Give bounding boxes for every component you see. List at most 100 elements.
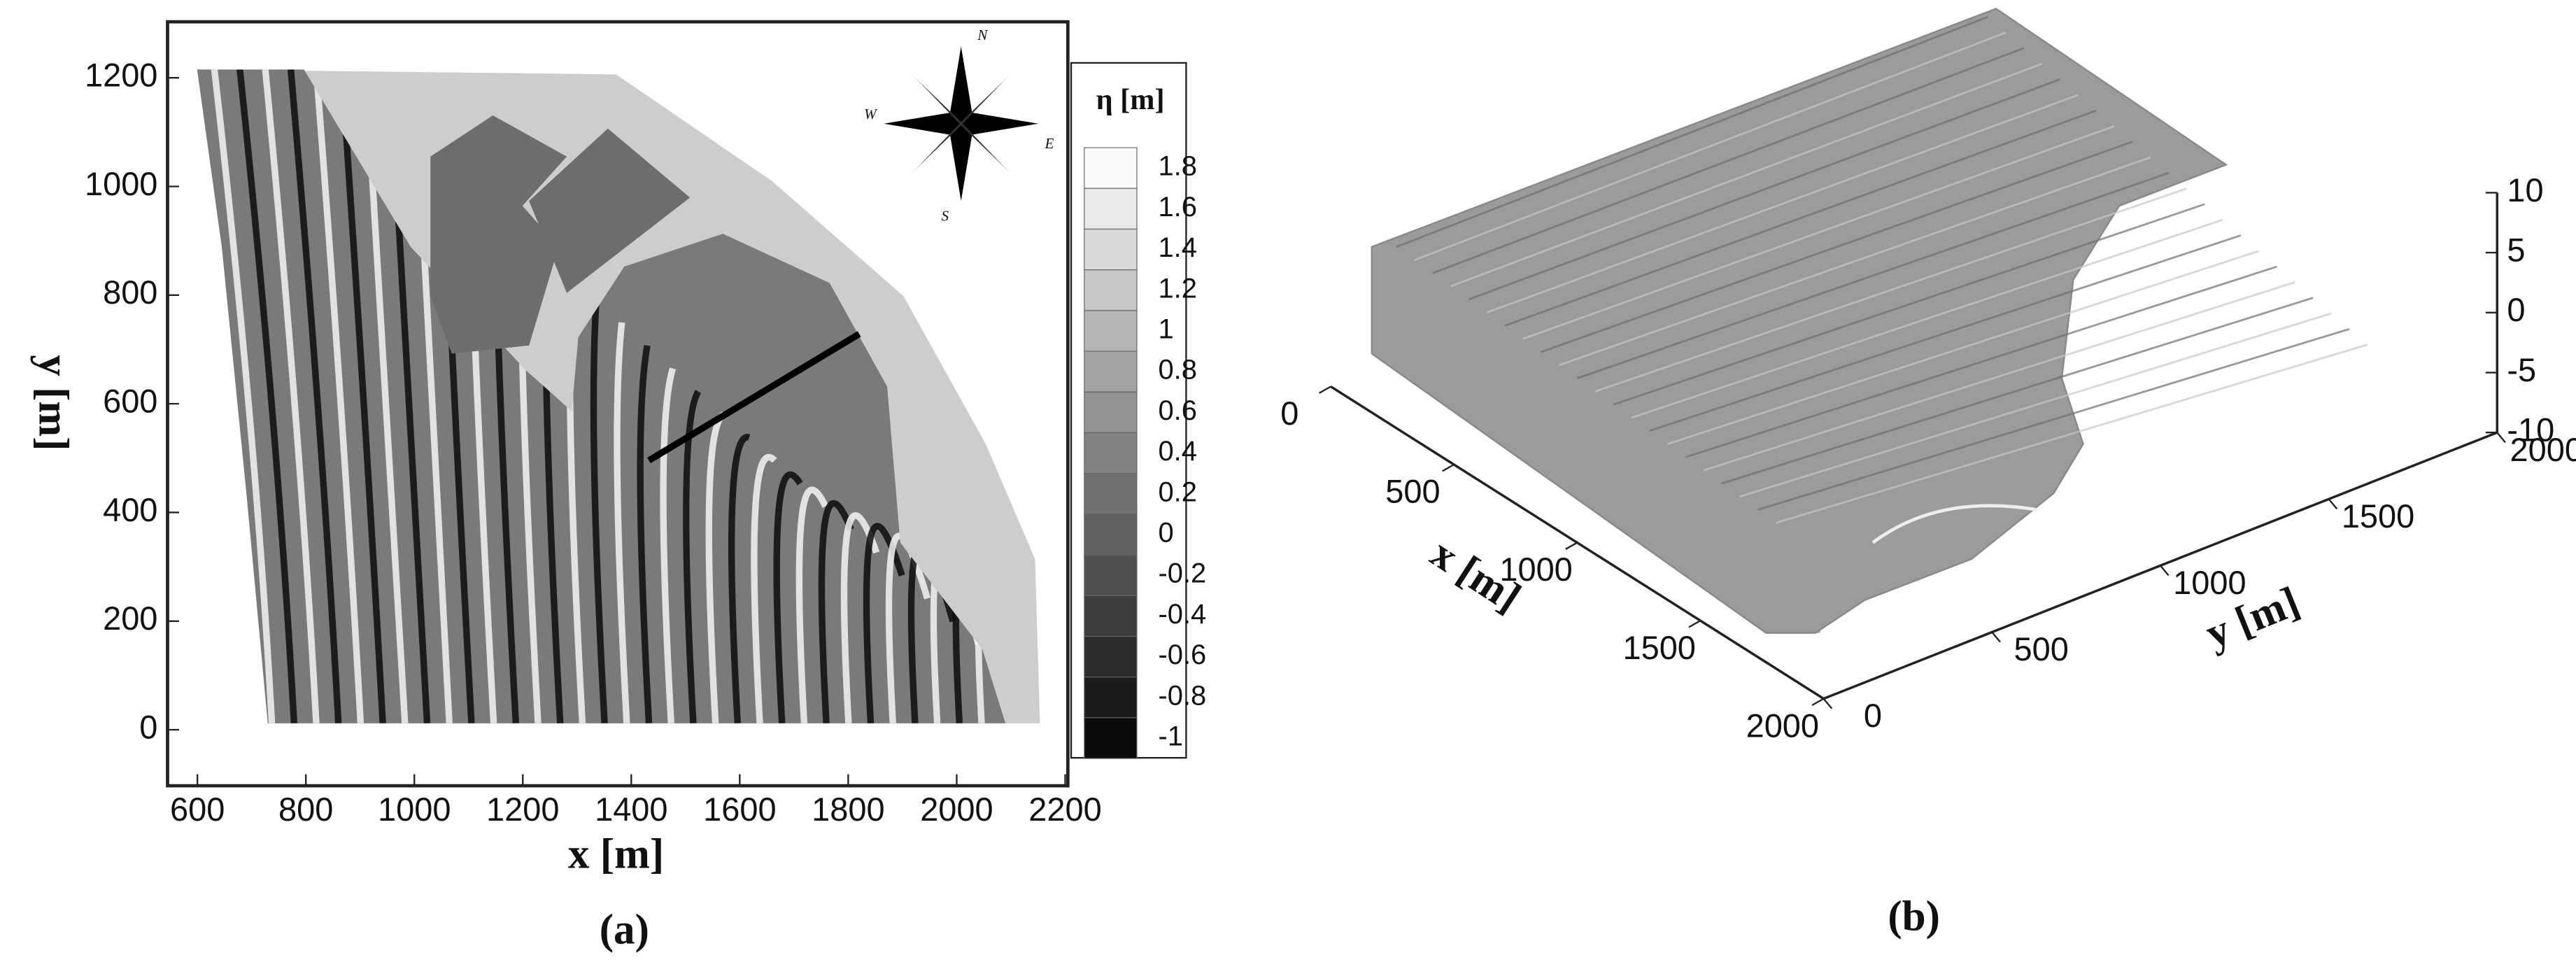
surface-ridge [1450, 62, 2043, 288]
surface-ridge [1739, 312, 2332, 498]
wave-stripe [313, 69, 365, 723]
colorbar-tick-label: -0.8 [1158, 680, 1206, 711]
colorbar-tick-label: 1.4 [1158, 232, 1196, 263]
colorbar-title: η [m] [1096, 83, 1165, 116]
surface-ridge [1757, 327, 2350, 511]
wave-stripe [683, 390, 702, 723]
wave-stripe [236, 69, 298, 723]
y-tick-label: 1500 [2342, 497, 2414, 535]
wave-stripe [637, 344, 653, 723]
x-tick-label: 1500 [1622, 629, 1695, 666]
surface-ridge [1468, 78, 2061, 301]
colorbar-band [1084, 635, 1138, 678]
colorbar-tick-label: -0.6 [1158, 639, 1206, 670]
surface-ridge [1432, 47, 2025, 274]
colorbar-band [1084, 310, 1138, 352]
y-tick-label: 200 [103, 600, 157, 637]
y-tick-label: 500 [2014, 630, 2068, 667]
colorbar-tick-label: 0.8 [1158, 355, 1196, 385]
surface-ridge [1522, 125, 2115, 340]
wave-stripe [262, 69, 320, 723]
x-tick-label: 1000 [378, 791, 451, 828]
x-tick-label: 1600 [703, 791, 776, 828]
y-tick-label: 2000 [2510, 431, 2576, 468]
colorbar-band [1084, 473, 1138, 515]
x-tick [1565, 542, 1578, 550]
y-tick-label: 800 [103, 274, 157, 311]
x-tick-label: 2000 [1746, 707, 1819, 744]
wave-stripe [660, 367, 677, 723]
y-tick [2159, 565, 2170, 577]
compass [884, 46, 1039, 201]
wave-stripe [211, 69, 276, 723]
y-tick [2328, 498, 2338, 510]
surface-ridge [1576, 171, 2170, 380]
wave-stripe [795, 486, 829, 723]
z-tick-label: 0 [2507, 291, 2525, 328]
colorbar-tick-label: 0.2 [1158, 476, 1196, 507]
x-tick-label: 800 [278, 791, 333, 828]
surface-texture [1396, 15, 2368, 544]
structure [430, 115, 567, 354]
x-axis-label: x [m] [568, 830, 664, 877]
surface-ridge [1396, 15, 1988, 248]
compass-label: S [942, 207, 949, 224]
x-tick-label: 1000 [1499, 551, 1572, 588]
colorbar-tick-label: 1 [1158, 314, 1173, 345]
compass-label: W [864, 106, 878, 122]
y-tick-label: 1000 [2173, 564, 2246, 601]
colorbar-tick-label: 0 [1158, 518, 1173, 549]
y-tick [1991, 631, 2001, 643]
y-tick-label: 0 [139, 709, 157, 746]
panel-label: (a) [600, 906, 649, 953]
surface-ridge [1871, 504, 2038, 544]
colorbar-band [1084, 269, 1138, 311]
surface-ridge [1613, 203, 2205, 406]
surface-ridge [1685, 265, 2278, 458]
wave-field [197, 69, 1006, 723]
wave-stripe [705, 411, 726, 723]
surface-ridge [1649, 234, 2242, 432]
x-tick-label: 600 [170, 791, 225, 828]
x-tick-label: 0 [1280, 395, 1298, 432]
surface-ridge [1631, 218, 2223, 419]
x-tick-label: 1400 [595, 791, 667, 828]
x-tick-label: 1800 [812, 791, 884, 828]
wave-stripe [728, 434, 751, 723]
colorbar-tick-label: 1.8 [1158, 151, 1196, 182]
surface-ridge [1504, 109, 2097, 327]
colorbar-band [1084, 391, 1138, 434]
surface-ridge [1721, 297, 2314, 485]
colorbar-band [1084, 188, 1138, 230]
surface-ridge [1703, 281, 2295, 472]
compass-label: N [977, 27, 989, 43]
x-tick [1442, 463, 1455, 472]
y-tick [2496, 432, 2506, 444]
y-tick-label: 600 [103, 383, 157, 420]
z-tick-label: -5 [2507, 351, 2536, 388]
surface-ridge [1594, 188, 2187, 392]
colorbar-tick-label: 0.4 [1158, 436, 1196, 467]
structure [529, 128, 691, 293]
colorbar-band [1084, 228, 1138, 271]
z-tick-label: 10 [2507, 171, 2543, 208]
colorbar-band [1084, 432, 1138, 474]
surface-ridge [1414, 31, 2007, 261]
wave-stripe [840, 512, 880, 723]
z-tick-label: -10 [2507, 411, 2554, 448]
colorbar-band [1084, 147, 1138, 189]
x-tick [1688, 620, 1701, 628]
colorbar-tick-label: -0.2 [1158, 558, 1206, 589]
colorbar-tick-label: 1.6 [1158, 192, 1196, 222]
colorbar-band [1084, 595, 1138, 637]
wave-stripe [863, 523, 905, 723]
surface-ridge [1667, 250, 2260, 446]
colorbar-band [1084, 554, 1138, 596]
surface-ridge [1541, 141, 2133, 353]
wave-stripe [364, 92, 409, 723]
surface-ridge [1558, 156, 2151, 367]
y-tick-label: 1200 [85, 57, 157, 94]
x-tick-label: 1200 [486, 791, 559, 828]
